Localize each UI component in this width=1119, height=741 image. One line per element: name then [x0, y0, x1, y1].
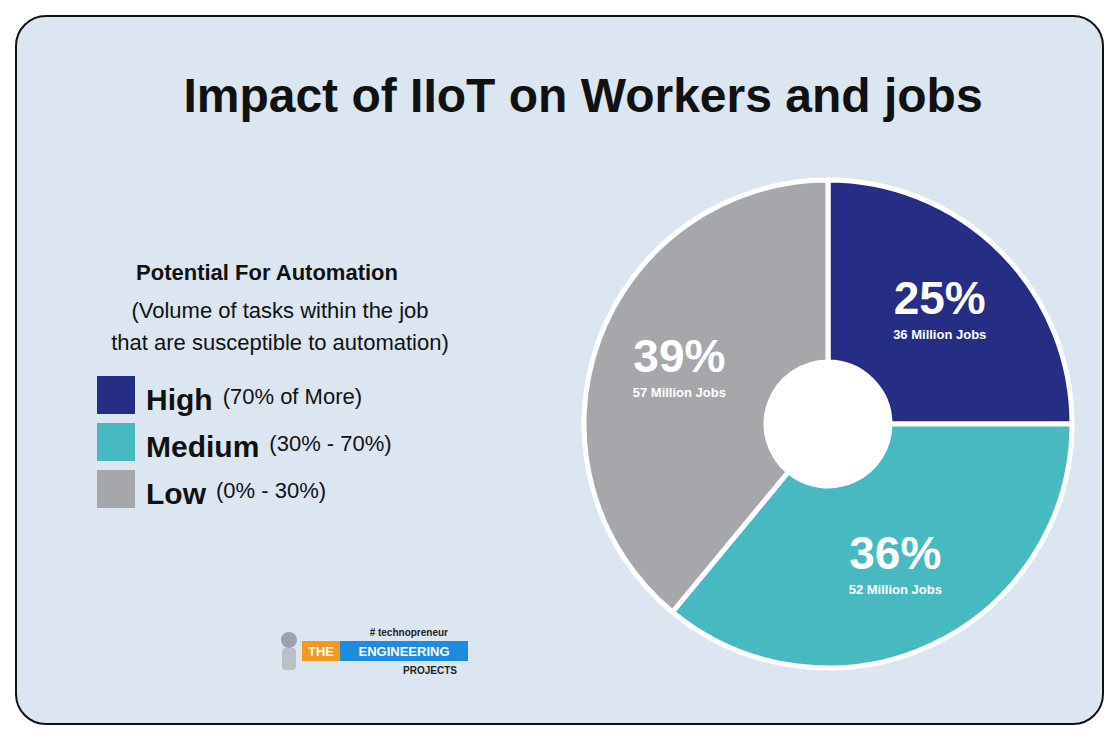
job-label: 52 Million Jobs — [849, 582, 942, 597]
legend-label: Low — [146, 477, 207, 510]
logo-sub: PROJECTS — [403, 665, 457, 676]
legend-label: Medium — [146, 430, 259, 463]
legend-label: High — [146, 383, 213, 416]
panel — [16, 16, 1103, 724]
legend-range: (30% - 70%) — [269, 431, 391, 456]
job-label: 36 Million Jobs — [893, 327, 986, 342]
legend-note: that are susceptible to automation) — [111, 330, 449, 355]
data-label: 25% — [894, 272, 986, 324]
logo-box — [340, 641, 468, 661]
logo: # technopreneur THE ENGINEERING PROJECTS — [281, 627, 468, 676]
data-labels: 25% 36 Million Jobs 36% 52 Million Jobs 39% 5… — [633, 272, 987, 597]
slices — [584, 180, 1072, 668]
logo-word: ENGINEERING — [358, 644, 449, 659]
chart-canvas: Impact of IIoT on Workers and jobs Potent… — [0, 0, 1119, 741]
donut-ring — [582, 178, 1074, 670]
legend-swatch — [97, 470, 135, 508]
data-label: 39% — [633, 330, 725, 382]
legend-note: (Volume of tasks within the job — [131, 298, 428, 323]
job-label: 57 Million Jobs — [633, 385, 726, 400]
donut-hole — [766, 362, 890, 486]
legend-range: (0% - 30%) — [216, 478, 326, 503]
legend-swatch — [97, 423, 135, 461]
data-label: 36% — [849, 527, 941, 579]
legend-swatch — [97, 376, 135, 414]
logo-tag: # technopreneur — [370, 627, 448, 638]
legend-range: (70% of More) — [223, 384, 362, 409]
title: Impact of IIoT on Workers and jobs — [183, 69, 982, 122]
logo-box — [302, 641, 340, 661]
logo-icon — [282, 648, 296, 670]
legend-title: Potential For Automation — [136, 260, 398, 285]
logo-icon — [281, 632, 297, 648]
logo-word: THE — [308, 644, 334, 659]
legend: High (70% of More) Medium (30% - 70%) Low (0%… — [97, 376, 392, 510]
page-background — [0, 0, 1119, 741]
